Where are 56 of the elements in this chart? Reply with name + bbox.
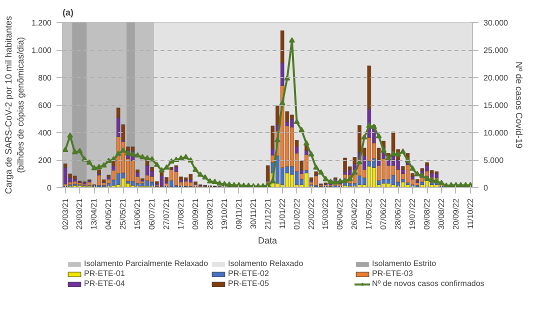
x-axis-title: Data [258, 236, 278, 246]
y-axis-title: Carga de SARS-CoV-2 por 10 mil habitantes (bilhões de cópias genômicas/dia) [3, 15, 26, 194]
x-tick-label: 25/05/21 [118, 198, 128, 230]
x-tick-label: 26/04/22 [350, 198, 360, 230]
x-tick-label: 09/09/21 [190, 198, 200, 230]
chart-title: (a) [62, 8, 74, 18]
legend-label: Isolamento Estrito [372, 259, 438, 268]
y-tick-label: 0 [47, 184, 52, 192]
x-tick-label: 13/04/21 [90, 198, 99, 230]
x-tick-label: 11/10/22 [466, 198, 475, 230]
y2-tick-label: 5.000 [484, 156, 504, 165]
y2-axis-title: Nº de casos Covid-19 [514, 62, 524, 148]
legend-label: Nº de novos casos confirmados [372, 279, 486, 288]
y-tick-label: 1.200 [31, 18, 52, 28]
x-tick-label: 15/06/21 [133, 198, 142, 230]
x-tick-label: 06/07/21 [148, 198, 157, 230]
x-tick-label: 05/04/22 [336, 198, 345, 230]
y-tick-label: 200 [38, 156, 52, 165]
x-tick-label: 02/03/21 [60, 198, 70, 230]
legend-label: PR-ETE-03 [372, 269, 414, 278]
x-tick-label: 30/11/21 [248, 198, 258, 230]
y2-tick-label: 0 [484, 184, 488, 192]
x-tick-label: 07/06/22 [379, 198, 388, 230]
y-tick-label: 1.000 [31, 46, 52, 55]
y2-tick-label: 20.000 [484, 74, 509, 82]
x-tick-label: 21/12/21 [263, 198, 272, 230]
x-tick-label: 28/06/22 [394, 198, 403, 230]
legend-label: PR-ETE-05 [228, 279, 270, 288]
x-tick-label: 17/05/22 [364, 198, 374, 230]
x-tick-label: 30/08/22 [436, 198, 446, 230]
y2-tick-label: 30.000 [484, 18, 509, 28]
y-tick-label: 400 [38, 128, 52, 138]
x-tick-label: 20/09/22 [451, 198, 460, 230]
y-tick-label: 600 [38, 101, 52, 110]
x-tick-label: 23/03/21 [75, 198, 84, 230]
legend-label: PR-ETE-01 [84, 269, 126, 278]
x-tick-label: 15/03/22 [321, 198, 330, 230]
legend-label: Isolamento Parcialmente Relaxado [84, 259, 209, 268]
x-tick-label: 19/07/22 [408, 198, 418, 230]
x-tick-label: 19/10/21 [220, 198, 229, 230]
x-tick-label: 22/02/22 [306, 198, 316, 230]
legend-label: PR-ETE-04 [84, 279, 126, 288]
x-tick-label: 09/11/21 [234, 198, 244, 230]
x-tick-label: 04/05/21 [104, 198, 114, 230]
y2-tick-label: 10.000 [484, 128, 509, 138]
y-tick-label: 800 [38, 74, 52, 82]
x-tick-label: 27/07/21 [162, 198, 172, 230]
legend-label: Isolamento Relaxado [228, 259, 304, 268]
x-tick-label: 01/02/22 [292, 198, 302, 230]
legend-label: PR-ETE-02 [228, 269, 270, 278]
y2-tick-label: 15.000 [484, 101, 509, 110]
x-tick-label: 09/08/22 [422, 198, 432, 230]
x-tick-label: 11/01/22 [278, 198, 287, 230]
x-tick-label: 28/09/21 [205, 198, 214, 230]
y2-tick-label: 25.000 [484, 46, 509, 55]
x-tick-label: 17/08/21 [176, 198, 186, 230]
